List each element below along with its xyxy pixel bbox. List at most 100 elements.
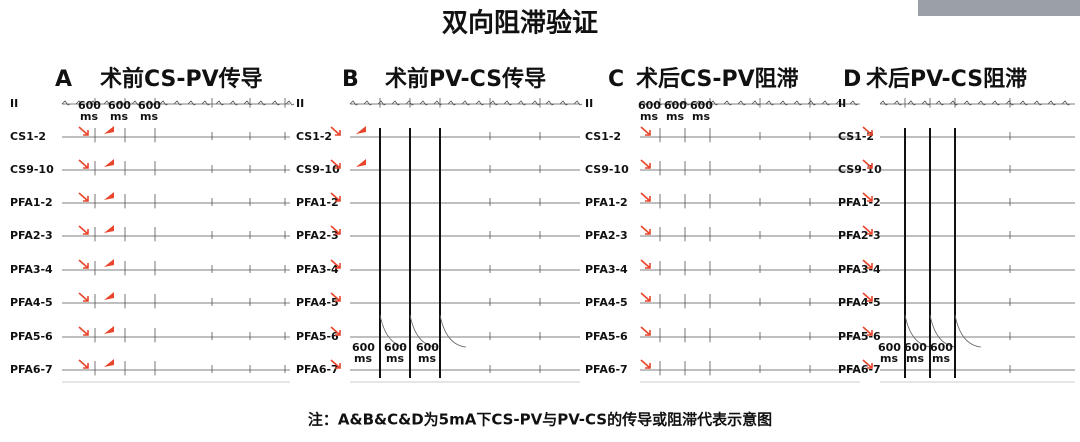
arrow <box>640 192 651 202</box>
lead-label: CS9-10 <box>10 163 54 176</box>
arrow <box>640 292 651 302</box>
lead-label: PFA1-2 <box>10 196 53 209</box>
ms-value: 600 <box>416 341 439 354</box>
trace <box>62 328 290 343</box>
webcam-strip <box>918 0 1080 16</box>
arrow <box>640 225 651 235</box>
lead-label: CS1-2 <box>10 130 46 143</box>
lead-label: PFA4-5 <box>296 296 339 309</box>
ms-unit: ms <box>418 352 436 365</box>
arrow <box>862 225 873 235</box>
panel-title: 术前PV-CS传导 <box>385 66 546 92</box>
arrow <box>640 326 651 336</box>
decay <box>439 314 467 348</box>
trace <box>640 328 860 343</box>
flag <box>104 159 114 167</box>
lead-label: PFA6-7 <box>585 363 628 376</box>
panel-letter: D <box>843 67 861 92</box>
lead-label: CS1-2 <box>296 130 332 143</box>
ms-unit: ms <box>110 110 128 123</box>
lead-label: PFA3-4 <box>838 263 881 276</box>
ms-unit: ms <box>666 110 684 123</box>
trace <box>62 194 290 209</box>
arrow <box>78 326 89 336</box>
ms-unit: ms <box>692 110 710 123</box>
lead-label: CS1-2 <box>838 130 874 143</box>
ms-value: 600 <box>138 99 161 112</box>
lead-label: PFA6-7 <box>838 363 881 376</box>
lead-label: PFA2-3 <box>10 229 53 242</box>
trace <box>879 98 1075 108</box>
panel-title: 术前CS-PV传导 <box>100 66 263 92</box>
ms-unit: ms <box>880 352 898 365</box>
trace <box>640 227 860 242</box>
flag <box>104 326 114 334</box>
lead-label: II <box>10 97 18 110</box>
trace <box>640 161 860 176</box>
lead-label: PFA6-7 <box>10 363 53 376</box>
trace <box>640 261 860 276</box>
ms-value: 600 <box>638 99 661 112</box>
trace <box>640 128 860 143</box>
arrow <box>330 159 341 169</box>
lead-label: CS9-10 <box>585 163 629 176</box>
lead-label: PFA5-6 <box>585 330 628 343</box>
arrow <box>78 192 89 202</box>
arrow <box>78 292 89 302</box>
flag <box>104 259 114 267</box>
trace <box>640 194 860 209</box>
ms-value: 600 <box>352 341 375 354</box>
trace <box>62 161 290 176</box>
flag <box>104 292 114 300</box>
flag <box>104 192 114 200</box>
lead-label: PFA5-6 <box>296 330 339 343</box>
trace <box>62 227 290 242</box>
ms-unit: ms <box>932 352 950 365</box>
arrow <box>862 259 873 269</box>
arrow <box>640 259 651 269</box>
flag <box>356 159 366 167</box>
lead-label: CS1-2 <box>585 130 621 143</box>
footnote: 注：A&B&C&D为5mA下CS-PV与PV-CS的传导或阻滞代表示意图 <box>308 411 772 429</box>
lead-label: PFA1-2 <box>838 196 881 209</box>
arrow <box>330 192 341 202</box>
arrow <box>862 359 873 369</box>
ms-value: 600 <box>930 341 953 354</box>
lead-label: PFA4-5 <box>838 296 881 309</box>
lead-label: PFA2-3 <box>838 229 881 242</box>
ms-value: 600 <box>108 99 131 112</box>
trace <box>62 361 290 376</box>
ms-unit: ms <box>906 352 924 365</box>
arrow <box>640 359 651 369</box>
lead-label: PFA2-3 <box>585 229 628 242</box>
lead-label: II <box>296 97 304 110</box>
ms-unit: ms <box>354 352 372 365</box>
arrow <box>862 326 873 336</box>
lead-label: PFA4-5 <box>10 296 53 309</box>
arrow <box>330 225 341 235</box>
panel-letter: A <box>55 67 72 92</box>
panel-title: 术后PV-CS阻滞 <box>866 67 1027 92</box>
ms-value: 600 <box>384 341 407 354</box>
arrow <box>640 159 651 169</box>
ms-unit: ms <box>140 110 158 123</box>
ms-unit: ms <box>640 110 658 123</box>
arrow <box>78 259 89 269</box>
ms-value: 600 <box>664 99 687 112</box>
flag <box>104 126 114 134</box>
lead-label: PFA6-7 <box>296 363 339 376</box>
lead-label: II <box>838 97 846 110</box>
flag <box>104 225 114 233</box>
arrow <box>78 159 89 169</box>
lead-label: PFA5-6 <box>838 330 881 343</box>
arrow <box>640 126 651 136</box>
arrow <box>78 126 89 136</box>
lead-label: PFA3-4 <box>10 263 53 276</box>
lead-label: CS9-10 <box>296 163 340 176</box>
lead-label: PFA2-3 <box>296 229 339 242</box>
lead-label: PFA5-6 <box>10 330 53 343</box>
decay <box>379 314 407 348</box>
arrow <box>330 292 341 302</box>
trace <box>349 98 583 108</box>
arrow <box>862 192 873 202</box>
